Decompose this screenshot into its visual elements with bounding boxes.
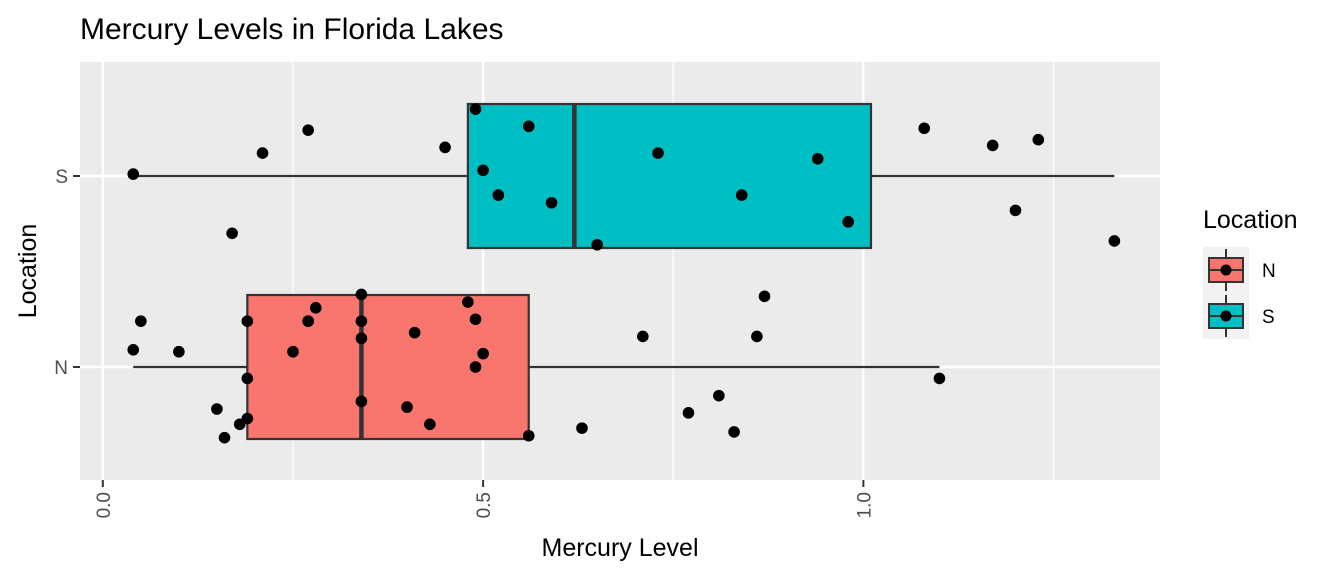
data-point [355, 315, 368, 327]
data-point [469, 103, 482, 115]
y-axis-title: Location [14, 224, 42, 319]
data-point [545, 196, 558, 209]
x-tick-label: 1.0 [854, 492, 875, 518]
data-point [591, 238, 603, 251]
legend: Location N S [1203, 206, 1298, 339]
data-point [127, 344, 140, 356]
chart-title: Mercury Levels in Florida Lakes [80, 13, 504, 46]
data-point [842, 216, 854, 228]
data-point [1032, 133, 1045, 146]
data-point [469, 361, 482, 373]
data-point [439, 141, 451, 154]
data-point [682, 407, 695, 419]
data-point [462, 296, 474, 308]
data-point [477, 347, 489, 360]
data-point [256, 147, 269, 159]
data-point [218, 431, 231, 444]
legend-point [1220, 310, 1232, 322]
data-point [355, 395, 368, 408]
x-axis-title: Mercury Level [542, 534, 699, 562]
boxes [133, 102, 1115, 441]
legend-label: N [1262, 261, 1276, 282]
data-point [355, 332, 368, 345]
data-point [758, 290, 771, 303]
data-point [986, 139, 999, 152]
legend-item-S: S [1203, 293, 1275, 339]
data-point [713, 389, 725, 402]
data-point [226, 227, 238, 240]
data-point [241, 372, 254, 385]
data-point [918, 122, 931, 135]
x-tick-label: 0.5 [474, 492, 495, 518]
x-tick-label: 0.0 [94, 492, 115, 518]
data-point [522, 120, 535, 133]
data-point [469, 313, 482, 326]
legend-title: Location [1203, 206, 1298, 234]
legend-item-N: N [1203, 247, 1276, 293]
data-point [241, 412, 254, 425]
data-point [637, 330, 649, 343]
data-point [652, 147, 664, 159]
data-point [735, 189, 748, 201]
box-body [246, 293, 530, 441]
box-body [466, 102, 873, 250]
y-axis: NS [54, 167, 80, 379]
x-axis: 0.0 0.5 1.0 [94, 480, 875, 518]
data-point [477, 164, 489, 177]
data-point [355, 288, 368, 301]
data-point [1108, 235, 1121, 247]
box-S [133, 102, 1115, 250]
data-point [127, 168, 140, 180]
data-point [302, 315, 314, 327]
legend-point [1220, 264, 1232, 276]
data-point [492, 189, 505, 201]
y-tick-label: N [54, 358, 68, 379]
data-point [211, 403, 223, 415]
data-point [309, 301, 322, 314]
data-point [751, 330, 763, 343]
data-point [241, 315, 254, 327]
data-point [287, 345, 299, 358]
data-point [811, 153, 824, 165]
data-point [135, 315, 147, 327]
data-point [401, 401, 413, 413]
data-point [576, 422, 588, 434]
data-point [424, 418, 436, 431]
data-point [1009, 204, 1022, 217]
data-point [522, 429, 535, 442]
y-tick-label: S [55, 167, 68, 188]
data-point [933, 372, 946, 385]
data-point [302, 124, 314, 136]
data-point [408, 326, 421, 339]
data-point [728, 426, 740, 438]
points [127, 103, 1121, 444]
legend-label: S [1262, 307, 1275, 328]
data-point [173, 345, 185, 358]
